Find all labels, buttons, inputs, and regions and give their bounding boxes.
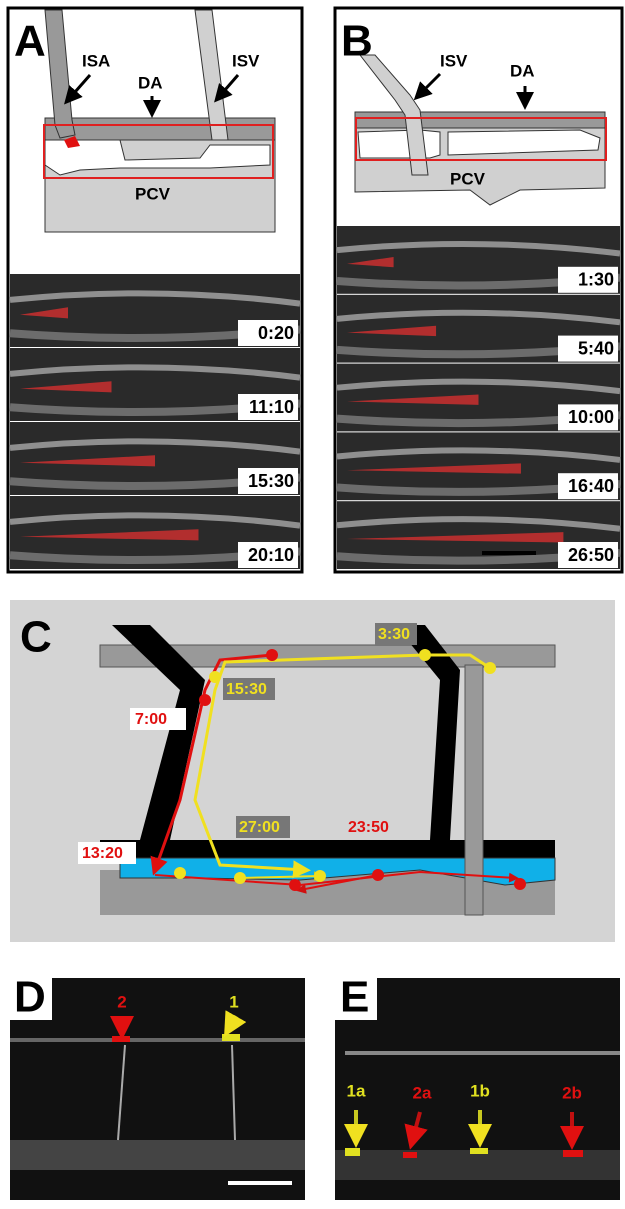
timestamp: 11:10 [249, 397, 294, 417]
vessel-label: DA [510, 61, 535, 80]
cell-label: 2a [413, 1083, 432, 1102]
timestamp: 16:40 [568, 476, 614, 496]
panel-d: D 2 1 [10, 973, 305, 1200]
panel-letter: B [341, 17, 373, 66]
cell-label: 1b [470, 1081, 490, 1100]
vessel-label: ISV [440, 51, 468, 70]
panel-letter: C [20, 613, 52, 662]
time-label: 15:30 [226, 681, 267, 698]
cell-label: 1a [347, 1081, 366, 1100]
cell-label: 1 [229, 992, 238, 1011]
vessel-label: DA [138, 73, 163, 92]
timestamp: 0:20 [258, 323, 294, 343]
vessel-label: PCV [450, 169, 486, 188]
panel-letter: A [14, 17, 46, 66]
timestamp: 10:00 [568, 407, 614, 427]
cell-label: 2 [117, 992, 126, 1011]
timestamp: 20:10 [248, 545, 294, 565]
timestamp: 5:40 [578, 338, 614, 358]
timestamp: 1:30 [578, 270, 614, 290]
panel-letter: D [14, 973, 46, 1022]
cell-label: 2b [562, 1083, 582, 1102]
time-label: 27:00 [239, 819, 280, 836]
time-label: 7:00 [135, 711, 167, 728]
vessel-label: PCV [135, 184, 171, 203]
panel-b: B ISV DA PCV 1:30 5:40 10:00 16:40 26:50 [335, 8, 622, 572]
time-label: 13:20 [82, 845, 123, 862]
time-label: 3:30 [378, 626, 410, 643]
timestamp: 15:30 [248, 471, 294, 491]
time-label: 23:50 [348, 819, 389, 836]
panel-c: C 3:30 15:30 7:00 27:00 23:50 13:20 [10, 600, 615, 942]
panel-letter: E [340, 973, 369, 1022]
timestamp: 26:50 [568, 545, 614, 565]
panel-a: A ISA DA ISV PCV 0:20 11:10 15:30 20:10 [8, 8, 302, 572]
figure: A ISA DA ISV PCV 0:20 11:10 15:30 20:10 B I… [0, 0, 625, 1209]
vessel-label: ISA [82, 51, 110, 70]
vessel-label: ISV [232, 51, 260, 70]
panel-e: E 1a 2a 1b 2b [335, 973, 620, 1200]
